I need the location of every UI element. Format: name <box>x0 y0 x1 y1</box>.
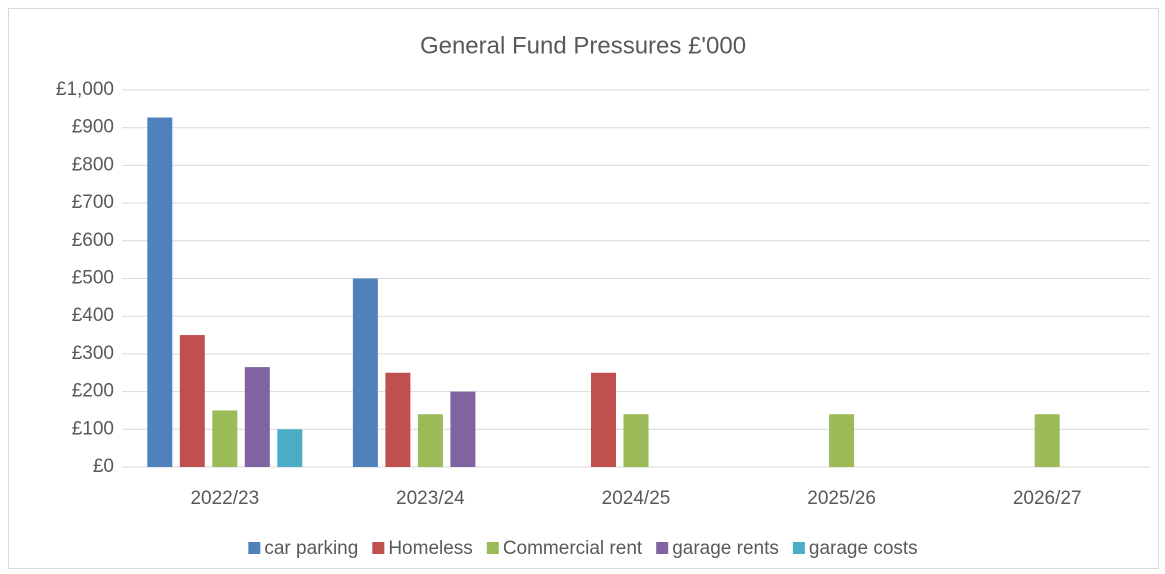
bar <box>352 278 378 467</box>
y-tick-label: £700 <box>72 192 114 213</box>
bar <box>829 414 855 467</box>
y-tick-label: £600 <box>72 230 114 251</box>
legend-label: car parking <box>264 538 358 559</box>
x-tick-label: 2026/27 <box>1013 488 1082 509</box>
bar <box>623 414 649 467</box>
bar <box>591 372 616 467</box>
bar <box>212 410 238 467</box>
x-tick-label: 2022/23 <box>190 488 259 509</box>
legend-swatch <box>248 542 261 554</box>
x-tick-label: 2025/26 <box>807 488 876 509</box>
legend-swatch <box>656 542 669 554</box>
bar <box>277 429 303 467</box>
y-tick-label: £1,000 <box>56 79 114 100</box>
x-tick-label: 2024/25 <box>602 488 671 509</box>
y-tick-label: £800 <box>72 154 114 175</box>
chart-border <box>8 8 1159 569</box>
bar <box>147 117 173 467</box>
y-tick-label: £900 <box>72 117 114 138</box>
bar <box>417 414 443 467</box>
y-tick-label: £400 <box>72 305 114 326</box>
legend-swatch <box>372 542 385 554</box>
bar <box>179 335 205 467</box>
y-tick-label: £500 <box>72 268 114 289</box>
y-tick-label: £300 <box>72 343 114 364</box>
legend-label: garage rents <box>672 538 779 559</box>
bar <box>244 367 270 467</box>
y-tick-label: £200 <box>72 381 114 402</box>
chart-title: General Fund Pressures £'000 <box>420 32 746 59</box>
bar <box>385 372 411 467</box>
y-tick-label: £0 <box>93 456 114 477</box>
bar <box>450 391 476 467</box>
legend-swatch <box>486 542 499 554</box>
y-tick-label: £100 <box>72 418 114 439</box>
legend-label: Commercial rent <box>503 538 643 559</box>
bar <box>1034 414 1060 467</box>
legend-label: garage costs <box>809 538 918 559</box>
legend-swatch <box>792 542 805 554</box>
legend-label: Homeless <box>388 538 472 559</box>
x-tick-label: 2023/24 <box>396 488 465 509</box>
